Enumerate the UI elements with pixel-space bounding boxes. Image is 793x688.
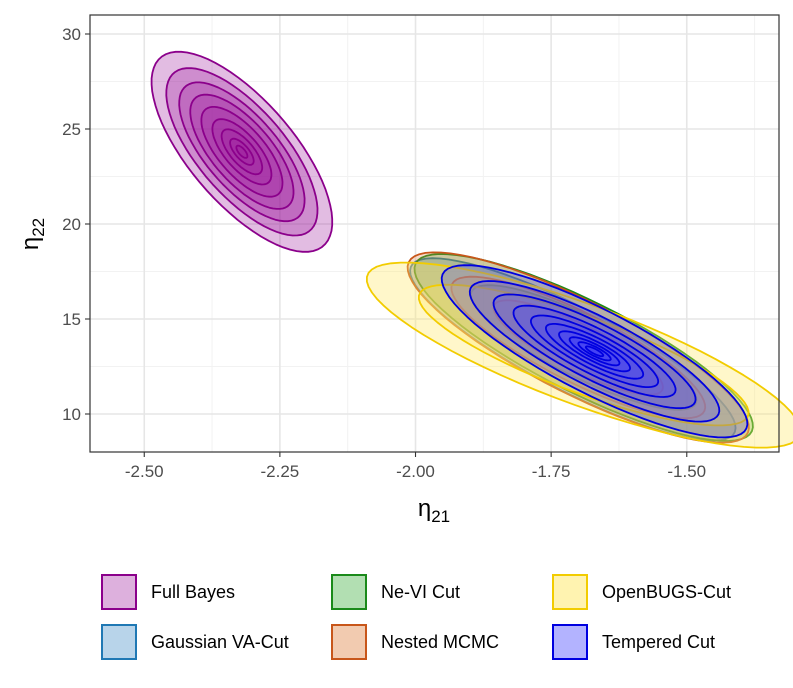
- x-axis-title: η21: [418, 495, 450, 526]
- legend-label: Nested MCMC: [381, 632, 499, 652]
- contour-level: [235, 144, 249, 159]
- legend-label: Ne-VI Cut: [381, 582, 460, 602]
- x-tick-label: -2.00: [396, 462, 435, 481]
- legend-swatch: [331, 624, 367, 660]
- y-tick-label: 10: [62, 405, 81, 424]
- contour-level: [568, 336, 621, 367]
- series-tempered-cut: [440, 264, 749, 439]
- y-tick-label: 30: [62, 25, 81, 44]
- x-axis: -2.50 -2.25 -2.00 -1.75 -1.50: [125, 452, 706, 481]
- contour-level: [584, 345, 605, 358]
- legend-label: Full Bayes: [151, 582, 235, 602]
- contour-layers: [150, 50, 793, 449]
- legend-item: Ne-VI Cut: [331, 574, 460, 610]
- legend-swatch: [101, 624, 137, 660]
- x-tick-label: -1.50: [667, 462, 706, 481]
- legend-label: Gaussian VA-Cut: [151, 632, 289, 652]
- y-tick-label: 20: [62, 215, 81, 234]
- y-axis: 10 15 20 25 30: [62, 25, 90, 424]
- contour-level: [512, 304, 677, 398]
- legend-item: OpenBUGS-Cut: [552, 574, 731, 610]
- legend-label: Tempered Cut: [602, 632, 715, 652]
- legend: Full Bayes Ne-VI Cut OpenBUGS-Cut Gaussian …: [101, 574, 731, 660]
- x-tick-label: -2.25: [261, 462, 300, 481]
- legend-item: Full Bayes: [101, 574, 235, 610]
- legend-item: Nested MCMC: [331, 624, 499, 660]
- legend-item: Tempered Cut: [552, 624, 715, 660]
- contour-level: [211, 118, 273, 186]
- contour-level: [558, 330, 631, 373]
- legend-swatch: [552, 574, 588, 610]
- contour-level: [150, 50, 334, 253]
- contour-level: [178, 81, 306, 223]
- contour-level: [450, 275, 707, 420]
- contour-level: [200, 106, 284, 198]
- legend-label: OpenBUGS-Cut: [602, 582, 731, 602]
- contour-level: [530, 314, 660, 388]
- panel-border: [89, 14, 780, 453]
- contour-level: [220, 128, 264, 176]
- legend-swatch: [101, 574, 137, 610]
- legend-swatch: [331, 574, 367, 610]
- x-tick-label: -2.50: [125, 462, 164, 481]
- y-axis-title: η22: [17, 218, 48, 250]
- legend-item: Gaussian VA-Cut: [101, 624, 289, 660]
- panel-background: [90, 15, 779, 452]
- x-tick-label: -1.75: [532, 462, 571, 481]
- contour-level: [189, 93, 295, 210]
- y-tick-label: 15: [62, 310, 81, 329]
- series-full-bayes: [150, 50, 334, 253]
- contour-level: [492, 293, 697, 410]
- contour-level: [229, 137, 255, 166]
- contour-level: [468, 280, 721, 423]
- contour-level: [440, 264, 749, 439]
- legend-swatch: [552, 624, 588, 660]
- y-tick-label: 25: [62, 120, 81, 139]
